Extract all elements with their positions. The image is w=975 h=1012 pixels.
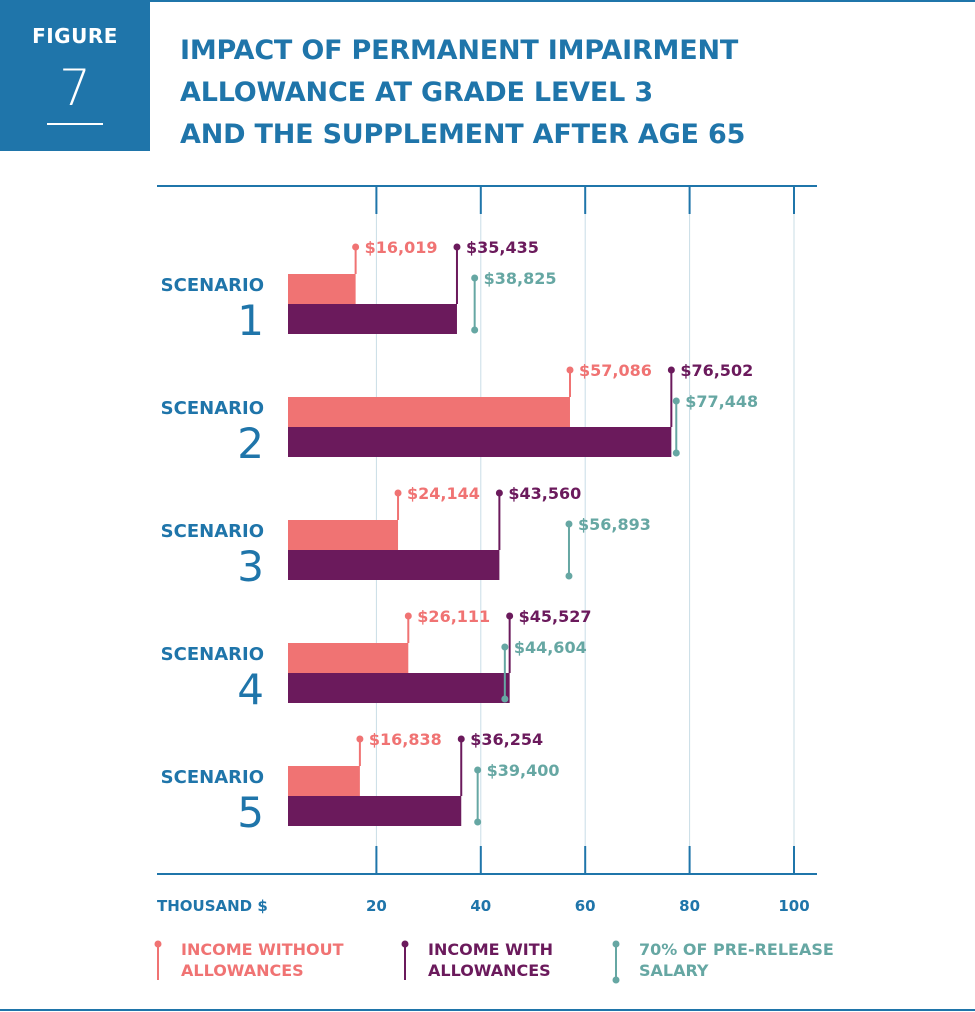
value-label-salary-scenario-1: $38,825 [484,269,557,288]
bar-with-scenario-2 [288,427,672,457]
pin-dot-without-scenario-2 [566,366,574,374]
scenario-word-2: SCENARIO [161,398,264,419]
bar-with-scenario-1 [288,304,457,334]
value-label-without-scenario-4: $26,111 [417,607,490,626]
scenario-number-4: 4 [237,665,264,714]
bar-without-scenario-3 [288,520,399,550]
value-label-without-scenario-2: $57,086 [579,361,652,380]
salary-dot-bottom-scenario-5 [474,818,482,826]
scenario-number-2: 2 [237,419,264,468]
value-label-without-scenario-1: $16,019 [365,238,438,257]
value-label-without-scenario-5: $16,838 [369,730,442,749]
value-label-with-scenario-3: $43,560 [508,484,581,503]
legend-label-1: INCOME WITH ALLOWANCES [428,940,554,980]
figure-number: 7 [59,59,91,117]
scenario-word-1: SCENARIO [161,275,264,296]
bar-without-scenario-5 [288,766,360,796]
value-label-without-scenario-3: $24,144 [407,484,480,503]
scenario-word-3: SCENARIO [161,521,264,542]
scenario-number-3: 3 [237,542,264,591]
figure-badge: FIGURE 7 [0,0,150,151]
salary-dot-top-scenario-5 [474,766,482,774]
salary-dot-top-scenario-3 [565,520,573,528]
value-label-salary-scenario-3: $56,893 [578,515,651,534]
bar-without-scenario-4 [288,643,409,673]
legend-marker-dot-bottom-2 [612,976,620,984]
pin-dot-with-scenario-1 [453,243,461,251]
x-tick-label-80: 80 [679,897,700,915]
pin-dot-with-scenario-2 [667,366,675,374]
value-label-with-scenario-5: $36,254 [470,730,543,749]
value-label-with-scenario-2: $76,502 [680,361,753,380]
salary-dot-bottom-scenario-2 [672,449,680,457]
salary-dot-top-scenario-2 [672,397,680,405]
scenario-word-4: SCENARIO [161,644,264,665]
legend-marker-dot-top-2 [612,940,620,948]
legend-label-2: 70% OF PRE-RELEASE SALARY [639,940,834,980]
scenario-word-5: SCENARIO [161,767,264,788]
top-rule [0,0,975,2]
x-tick-label-20: 20 [366,897,387,915]
bar-without-scenario-2 [288,397,570,427]
pin-dot-without-scenario-4 [404,612,412,620]
salary-dot-bottom-scenario-4 [501,695,509,703]
pin-dot-without-scenario-5 [356,735,364,743]
bar-with-scenario-5 [288,796,462,826]
scenario-number-5: 5 [237,788,264,837]
pin-dot-without-scenario-3 [394,489,402,497]
value-label-salary-scenario-4: $44,604 [514,638,587,657]
legend-marker-dot-top-1 [401,940,409,948]
value-label-salary-scenario-2: $77,448 [685,392,758,411]
figure-word: FIGURE [32,24,118,48]
pin-dot-with-scenario-3 [495,489,503,497]
value-label-with-scenario-4: $45,527 [519,607,592,626]
value-label-salary-scenario-5: $39,400 [487,761,560,780]
x-tick-label-60: 60 [575,897,596,915]
salary-dot-top-scenario-4 [501,643,509,651]
scenario-number-1: 1 [237,296,264,345]
pin-dot-with-scenario-5 [457,735,465,743]
salary-dot-top-scenario-1 [471,274,479,282]
x-axis-label: THOUSAND $ [157,897,268,915]
legend-label-0: INCOME WITHOUT ALLOWANCES [181,940,344,980]
salary-dot-bottom-scenario-1 [471,326,479,334]
bottom-rule [0,1009,975,1011]
bar-with-scenario-3 [288,550,500,580]
bar-without-scenario-1 [288,274,356,304]
salary-dot-bottom-scenario-3 [565,572,573,580]
x-tick-label-40: 40 [470,897,491,915]
pin-dot-without-scenario-1 [352,243,360,251]
chart-title: IMPACT OF PERMANENT IMPAIRMENT ALLOWANCE… [180,35,746,150]
x-tick-label-100: 100 [778,897,809,915]
value-label-with-scenario-1: $35,435 [466,238,539,257]
figure-underline [47,123,103,125]
legend-marker-dot-top-0 [154,940,162,948]
pin-dot-with-scenario-4 [506,612,514,620]
bar-with-scenario-4 [288,673,510,703]
